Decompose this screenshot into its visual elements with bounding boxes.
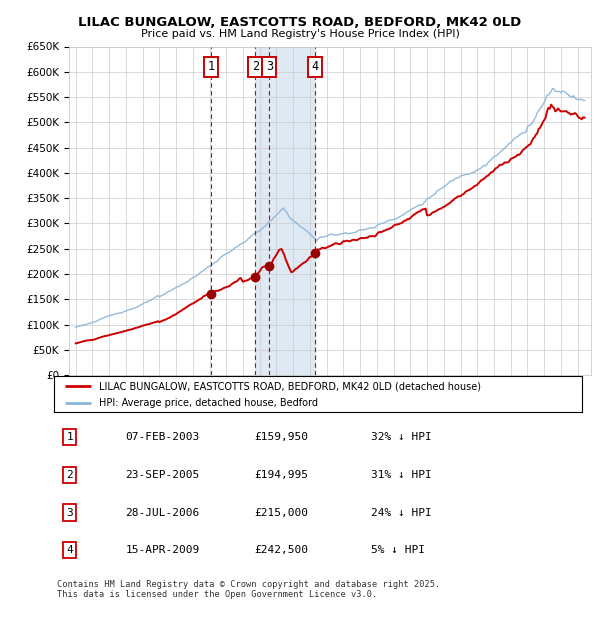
Text: 24% ↓ HPI: 24% ↓ HPI (371, 508, 431, 518)
Text: 2: 2 (251, 60, 259, 73)
Text: £159,950: £159,950 (254, 432, 308, 442)
Bar (255, 46, 315, 375)
Text: 15-APR-2009: 15-APR-2009 (125, 546, 200, 556)
Text: Price paid vs. HM Land Registry's House Price Index (HPI): Price paid vs. HM Land Registry's House … (140, 29, 460, 39)
Text: LILAC BUNGALOW, EASTCOTTS ROAD, BEDFORD, MK42 0LD: LILAC BUNGALOW, EASTCOTTS ROAD, BEDFORD,… (79, 16, 521, 29)
Text: 23-SEP-2005: 23-SEP-2005 (125, 470, 200, 480)
Text: 31% ↓ HPI: 31% ↓ HPI (371, 470, 431, 480)
Text: 5% ↓ HPI: 5% ↓ HPI (371, 546, 425, 556)
Text: 1: 1 (67, 432, 73, 442)
Text: £242,500: £242,500 (254, 546, 308, 556)
Text: 4: 4 (311, 60, 319, 73)
Text: Contains HM Land Registry data © Crown copyright and database right 2025.
This d: Contains HM Land Registry data © Crown c… (57, 580, 440, 599)
Text: 3: 3 (67, 508, 73, 518)
Text: 2: 2 (67, 470, 73, 480)
Text: 3: 3 (266, 60, 273, 73)
Text: 28-JUL-2006: 28-JUL-2006 (125, 508, 200, 518)
Text: HPI: Average price, detached house, Bedford: HPI: Average price, detached house, Bedf… (99, 397, 318, 407)
Text: £194,995: £194,995 (254, 470, 308, 480)
Text: £215,000: £215,000 (254, 508, 308, 518)
Text: 32% ↓ HPI: 32% ↓ HPI (371, 432, 431, 442)
Text: 1: 1 (208, 60, 215, 73)
Text: 4: 4 (67, 546, 73, 556)
Text: 07-FEB-2003: 07-FEB-2003 (125, 432, 200, 442)
Text: LILAC BUNGALOW, EASTCOTTS ROAD, BEDFORD, MK42 0LD (detached house): LILAC BUNGALOW, EASTCOTTS ROAD, BEDFORD,… (99, 381, 481, 391)
